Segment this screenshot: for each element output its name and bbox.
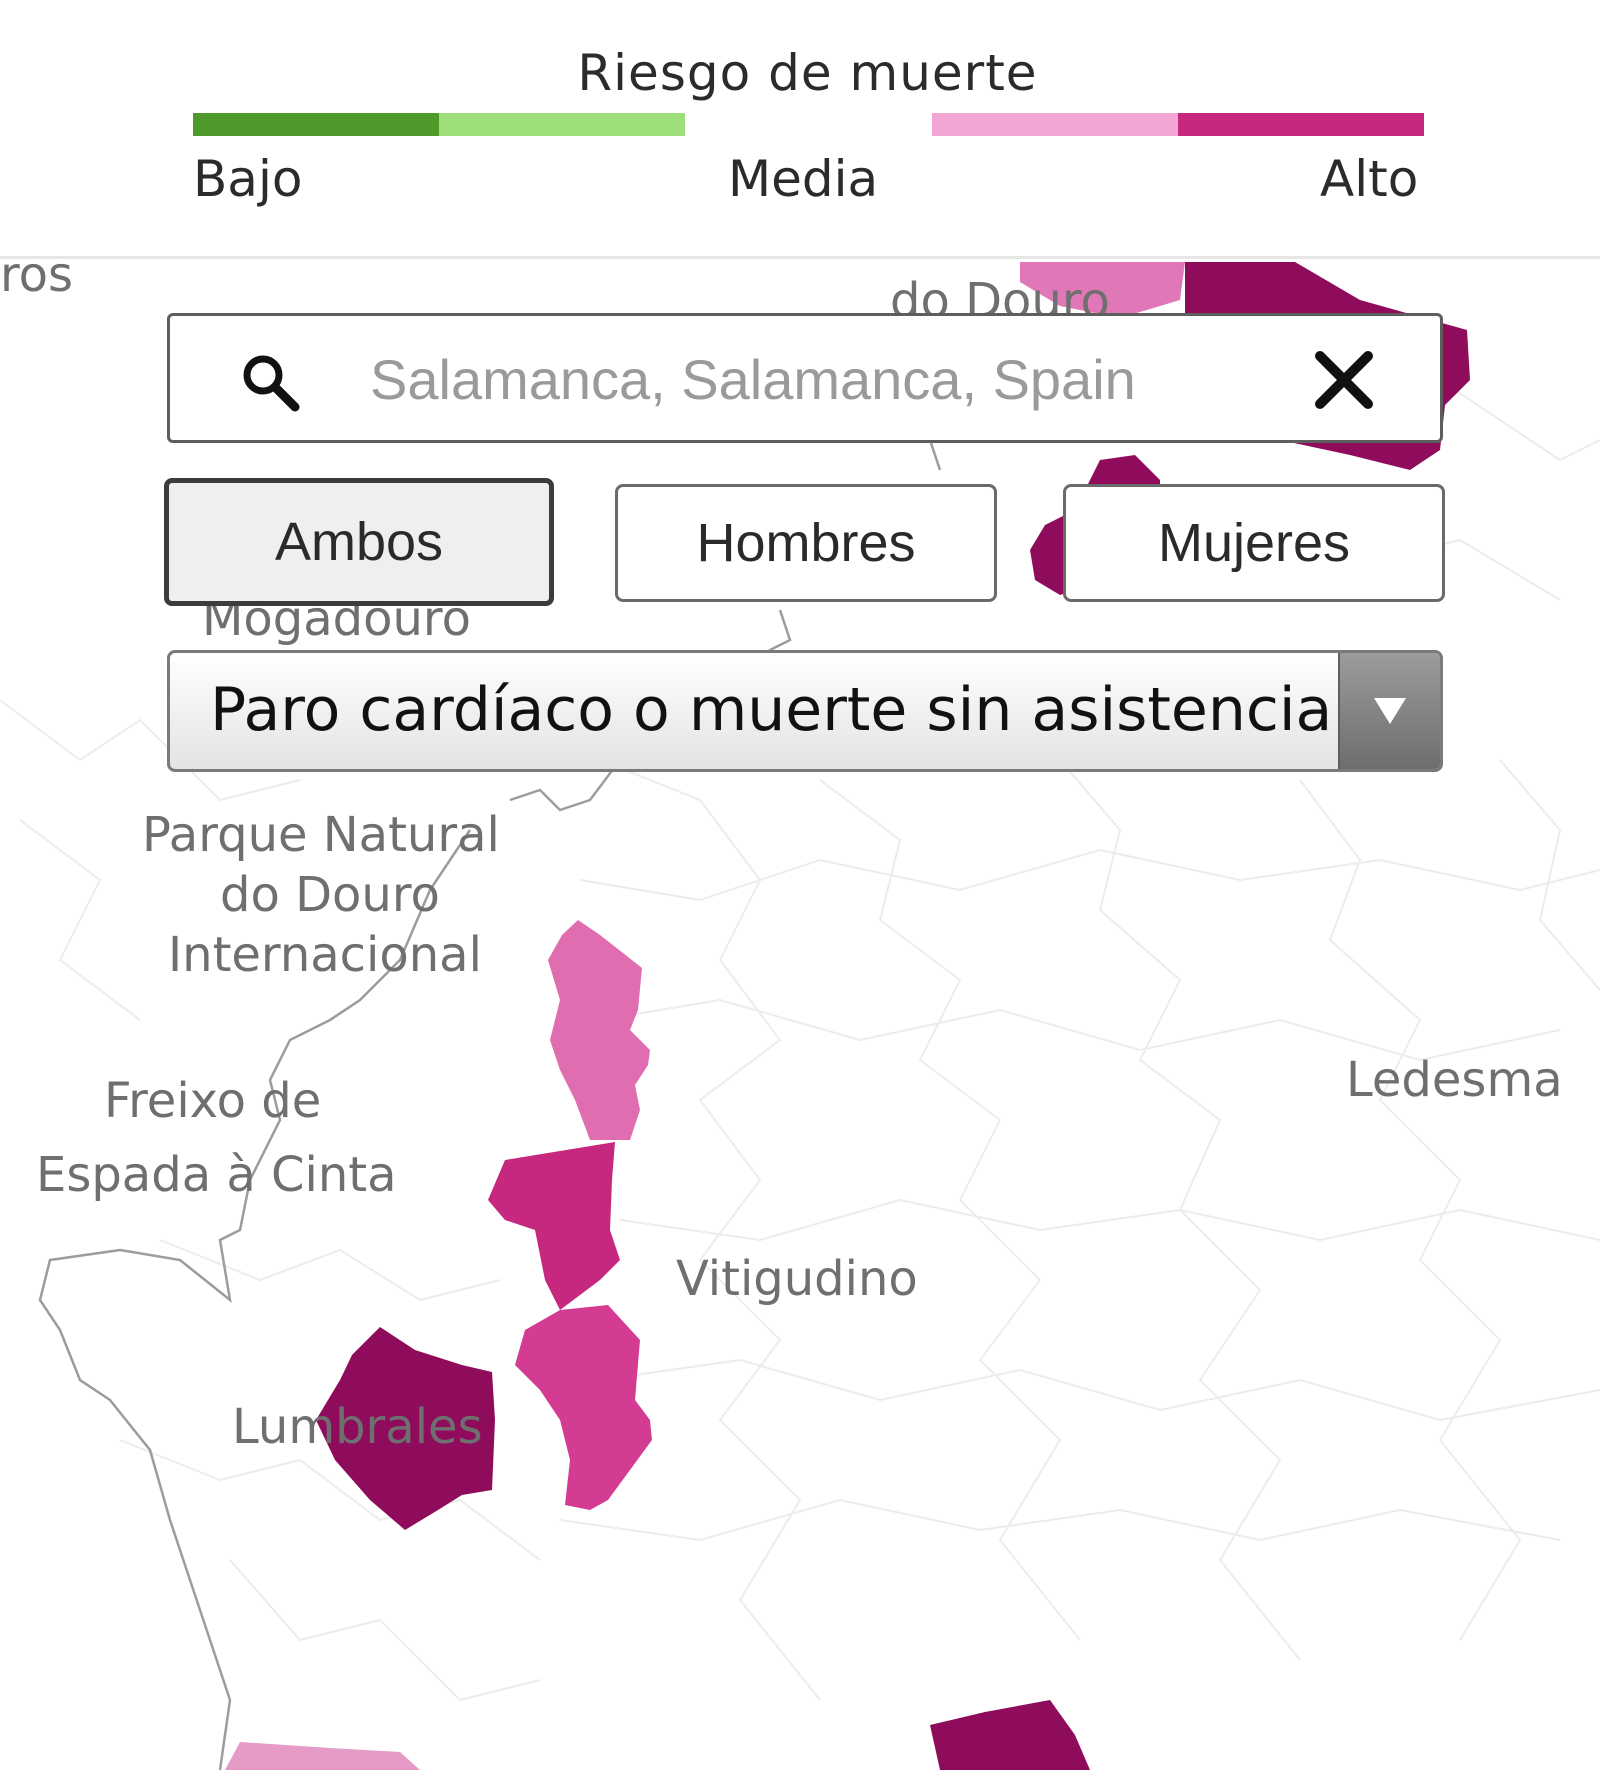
cause-select-arrow-button[interactable] — [1338, 653, 1440, 769]
search-input[interactable] — [368, 338, 1272, 420]
legend-bar-low-light — [439, 113, 685, 136]
filter-mujeres-button[interactable]: Mujeres — [1063, 484, 1445, 602]
filter-ambos-button[interactable]: Ambos — [164, 478, 554, 606]
map-label-internacional: Internacional — [168, 927, 482, 983]
region-top-light — [1020, 262, 1185, 318]
search-icon[interactable] — [238, 350, 302, 414]
region-south-magenta — [515, 1305, 652, 1510]
legend-bar-high-light — [932, 113, 1178, 136]
region-north-pink — [548, 920, 650, 1140]
map-label-ledesma: Ledesma — [1346, 1052, 1563, 1108]
map-label-freixo-de: Freixo de — [104, 1073, 322, 1129]
border-line — [38, 439, 942, 1770]
map-label-lumbrales: Lumbrales — [232, 1399, 483, 1455]
map-label-espada-a-cinta: Espada à Cinta — [36, 1147, 397, 1203]
legend-title: Riesgo de muerte — [577, 44, 1038, 102]
municipality-boundaries — [0, 269, 1600, 1702]
region-lumbrales — [316, 1327, 495, 1530]
close-icon[interactable] — [1310, 346, 1378, 414]
map-label-vitigudino: Vitigudino — [676, 1251, 918, 1307]
map-label-parque-natural: Parque Natural — [142, 807, 500, 863]
cause-select-value: Paro cardíaco o muerte sin asistencia — [210, 675, 1333, 745]
region-center-magenta — [488, 1142, 620, 1310]
search-box[interactable] — [167, 313, 1443, 443]
chevron-down-icon — [1374, 698, 1406, 724]
region-bottom-pink — [225, 1742, 420, 1770]
map-label-ros: ros — [0, 247, 74, 303]
legend-label-mid: Media — [728, 150, 879, 208]
legend: Riesgo de muerte Bajo Media Alto — [0, 0, 1600, 256]
cause-select[interactable]: Paro cardíaco o muerte sin asistencia — [167, 650, 1443, 772]
region-bottom-dark — [930, 1700, 1090, 1770]
legend-bar-high-dark — [1178, 113, 1424, 136]
legend-label-high: Alto — [1320, 150, 1419, 208]
legend-divider — [0, 256, 1600, 259]
legend-label-low: Bajo — [193, 150, 303, 208]
legend-bar-low-dark — [193, 113, 439, 136]
map-label-do-douro: do Douro — [220, 867, 440, 923]
filter-hombres-button[interactable]: Hombres — [615, 484, 997, 602]
